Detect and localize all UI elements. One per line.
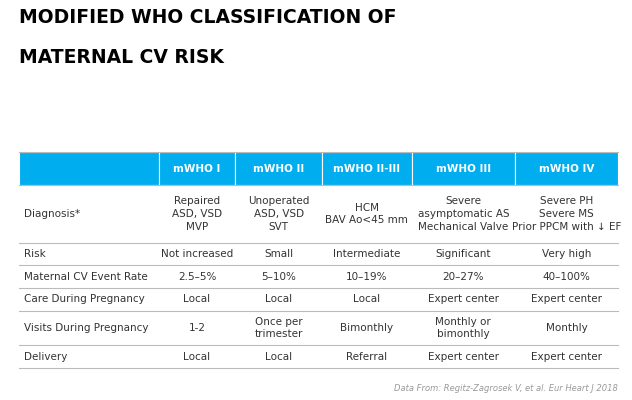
Text: Local: Local: [183, 352, 210, 362]
Text: Repaired
ASD, VSD
MVP: Repaired ASD, VSD MVP: [172, 196, 222, 232]
Text: 5–10%: 5–10%: [261, 272, 296, 282]
Text: Once per
trimester: Once per trimester: [255, 317, 303, 340]
Text: mWHO II: mWHO II: [253, 164, 304, 174]
Text: Expert center: Expert center: [428, 352, 499, 362]
Text: 10–19%: 10–19%: [346, 272, 387, 282]
Text: Local: Local: [353, 294, 380, 304]
Bar: [159, 152, 235, 186]
Text: Expert center: Expert center: [531, 352, 602, 362]
Text: Severe PH
Severe MS
Prior PPCM with ↓ EF: Severe PH Severe MS Prior PPCM with ↓ EF: [512, 196, 621, 232]
Text: Severe
asymptomatic AS
Mechanical Valve: Severe asymptomatic AS Mechanical Valve: [418, 196, 509, 232]
Bar: [19, 243, 618, 265]
Text: Expert center: Expert center: [428, 294, 499, 304]
Text: Small: Small: [264, 249, 293, 259]
Text: Significant: Significant: [435, 249, 491, 259]
Text: 20–27%: 20–27%: [442, 272, 484, 282]
Text: Expert center: Expert center: [531, 294, 602, 304]
Text: 1-2: 1-2: [188, 323, 205, 333]
Text: Local: Local: [265, 352, 292, 362]
Bar: [19, 152, 159, 186]
Text: Visits During Pregnancy: Visits During Pregnancy: [24, 323, 149, 333]
Text: Care During Pregnancy: Care During Pregnancy: [24, 294, 145, 304]
Bar: [19, 345, 618, 368]
Bar: [19, 288, 618, 311]
Bar: [235, 152, 322, 186]
Bar: [19, 186, 618, 243]
Text: Data From: Regitz-Zagrosek V, et al. Eur Heart J 2018: Data From: Regitz-Zagrosek V, et al. Eur…: [394, 384, 618, 393]
Text: MODIFIED WHO CLASSIFICATION OF: MODIFIED WHO CLASSIFICATION OF: [19, 8, 396, 27]
Text: Unoperated
ASD, VSD
SVT: Unoperated ASD, VSD SVT: [248, 196, 309, 232]
Bar: [19, 265, 618, 288]
Text: Bimonthly: Bimonthly: [340, 323, 393, 333]
Text: 2.5–5%: 2.5–5%: [178, 272, 216, 282]
Text: Not increased: Not increased: [161, 249, 233, 259]
Text: Local: Local: [265, 294, 292, 304]
Bar: [515, 152, 618, 186]
Text: Local: Local: [183, 294, 210, 304]
Text: 40–100%: 40–100%: [542, 272, 590, 282]
Text: mWHO II-III: mWHO II-III: [333, 164, 400, 174]
Text: mWHO III: mWHO III: [435, 164, 491, 174]
Text: HCM
BAV Ao<45 mm: HCM BAV Ao<45 mm: [325, 203, 408, 226]
Bar: [411, 152, 515, 186]
Bar: [19, 311, 618, 345]
Text: Referral: Referral: [346, 352, 387, 362]
Text: Maternal CV Event Rate: Maternal CV Event Rate: [24, 272, 148, 282]
Text: Monthly or
bimonthly: Monthly or bimonthly: [435, 317, 491, 340]
Text: mWHO I: mWHO I: [173, 164, 221, 174]
Text: Delivery: Delivery: [24, 352, 68, 362]
Bar: [322, 152, 411, 186]
Text: Monthly: Monthly: [545, 323, 587, 333]
Text: Diagnosis*: Diagnosis*: [24, 209, 80, 219]
Text: Very high: Very high: [542, 249, 591, 259]
Text: mWHO IV: mWHO IV: [539, 164, 594, 174]
Text: MATERNAL CV RISK: MATERNAL CV RISK: [19, 48, 224, 67]
Text: Intermediate: Intermediate: [333, 249, 401, 259]
Text: Risk: Risk: [24, 249, 46, 259]
